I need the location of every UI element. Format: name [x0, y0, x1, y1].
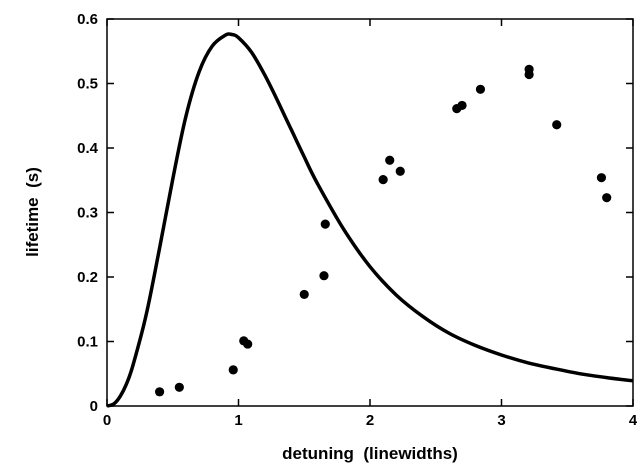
x-axis-title: detuning (linewidths)	[282, 444, 458, 463]
data-point	[596, 173, 607, 183]
x-tick-label: 0	[103, 412, 111, 429]
x-tick-label: 4	[629, 412, 637, 429]
y-tick-label: 0.1	[77, 334, 98, 351]
axis-ticks	[106, 18, 634, 407]
x-tick-label: 3	[497, 412, 505, 429]
plot-frame	[106, 18, 634, 407]
y-axis-title: lifetime (s)	[23, 167, 42, 257]
y-tick-label: 0.5	[77, 76, 98, 93]
axis-tick-labels: 0 1 2 3 4 0 0.1 0.2 0.3 0.4 0.5 0.6	[77, 11, 637, 429]
x-tick-label: 1	[234, 412, 242, 429]
data-point	[320, 219, 330, 229]
x-tick-label: 2	[366, 412, 374, 429]
data-point	[395, 166, 405, 176]
data-point	[475, 84, 486, 94]
y-tick-label: 0.2	[77, 269, 98, 286]
data-point	[552, 120, 562, 130]
data-point	[378, 175, 388, 185]
data-point	[299, 289, 309, 300]
data-points	[155, 64, 612, 397]
y-tick-label: 0.4	[77, 140, 99, 157]
data-point	[155, 387, 165, 397]
data-point	[174, 382, 184, 392]
data-point	[602, 193, 612, 203]
data-point	[228, 365, 238, 375]
data-point	[243, 339, 253, 349]
y-tick-label: 0.3	[77, 205, 98, 222]
data-point	[319, 271, 329, 281]
data-point	[385, 155, 395, 165]
data-point	[524, 64, 534, 74]
y-tick-label: 0	[90, 398, 98, 415]
y-tick-label: 0.6	[77, 11, 98, 28]
curve-line	[106, 32, 634, 408]
data-point	[457, 100, 467, 111]
